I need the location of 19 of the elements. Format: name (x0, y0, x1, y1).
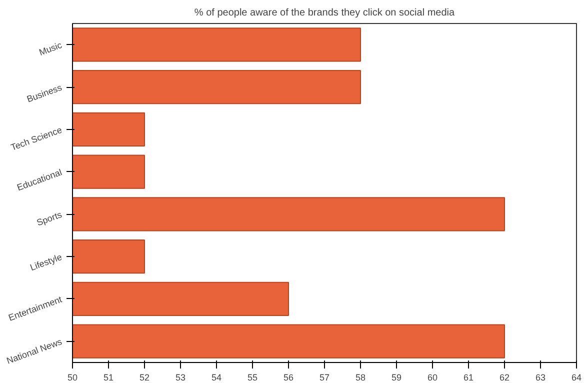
x-tick-label: 57 (319, 372, 330, 382)
x-tick-label: 59 (391, 372, 402, 382)
chart-title: % of people aware of the brands they click on social media (194, 8, 456, 18)
y-tick-label: Sports (35, 209, 64, 228)
x-tick-label: 55 (247, 372, 258, 382)
x-tick-label: 62 (499, 372, 510, 382)
x-tick-label: 61 (463, 372, 474, 382)
x-tick-label: 51 (103, 372, 114, 382)
x-tick-label: 58 (355, 372, 366, 382)
x-tick-label: 56 (283, 372, 294, 382)
y-tick-label: Tech Science (10, 124, 64, 152)
x-tick-label: 60 (427, 372, 438, 382)
x-tick-label: 53 (175, 372, 186, 382)
x-tick-label: 50 (67, 372, 78, 382)
y-tick-label: Music (38, 40, 64, 58)
x-tick-label: 63 (535, 372, 546, 382)
x-tick-label: 54 (211, 372, 222, 382)
x-tick-label: 64 (571, 372, 582, 382)
x-tick-label: 52 (139, 372, 150, 382)
